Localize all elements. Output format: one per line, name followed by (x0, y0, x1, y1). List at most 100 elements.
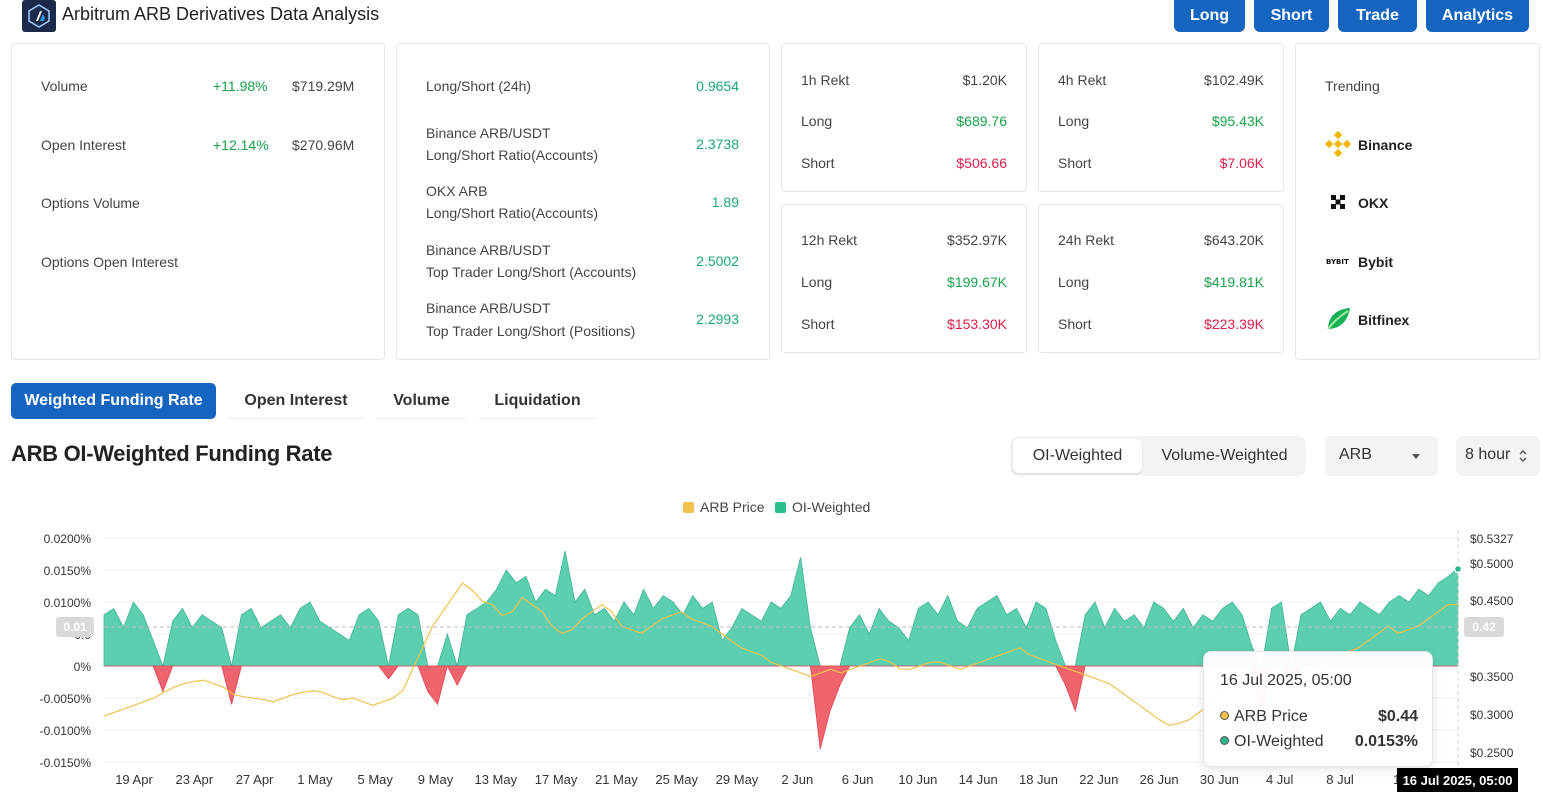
hover-point-marker (1453, 564, 1463, 574)
coin-select[interactable]: ARB (1325, 436, 1438, 476)
tooltip-oi-row: OI-Weighted 0.0153% (1220, 733, 1418, 751)
ratio-market: Binance ARB/USDT (426, 242, 551, 258)
y-tick-label: 0.0100% (44, 596, 92, 610)
y-tick-label: 0.0 (74, 628, 91, 642)
legend-price-label: ARB Price (700, 499, 765, 515)
coin-select-value: ARB (1339, 446, 1372, 463)
tooltip-price-value: $0.44 (1377, 708, 1418, 725)
bybit-icon: BYBIT (1326, 258, 1349, 266)
x-tick-label: 17 May (535, 772, 578, 787)
x-tick-label: 4 Jul (1266, 772, 1294, 787)
short-button[interactable]: Short (1254, 0, 1329, 32)
volume-weighted-option[interactable]: Volume-Weighted (1161, 447, 1288, 464)
crosshair-right-badge (1464, 617, 1504, 637)
chart-tooltip: 16 Jul 2025, 05:00 ARB Price $0.44 OI-We… (1203, 651, 1433, 767)
rekt-long-value: $199.67K (947, 274, 1007, 290)
x-tick-label: 26 Jun (1140, 772, 1179, 787)
y-right-tick-label: $0.3500 (1470, 670, 1514, 684)
rekt-title: 4h Rekt (1058, 72, 1107, 88)
ratio-label: Long/Short Ratio(Accounts) (426, 147, 598, 163)
x-tick-label: 30 Jun (1200, 772, 1239, 787)
rekt-long-value: $419.81K (1204, 274, 1264, 290)
rekt-4h-card: 4h Rekt $102.49K Long $95.43K Short $7.0… (1038, 43, 1284, 192)
ratio-label: Top Trader Long/Short (Accounts) (426, 264, 637, 280)
tab-open-interest[interactable]: Open Interest (227, 383, 365, 419)
x-tick-label: 10 Jun (898, 772, 937, 787)
exchange-name: Binance (1358, 137, 1413, 153)
x-tick-label: 25 May (655, 772, 698, 787)
trending-item-bitfinex[interactable]: Bitfinex (1296, 305, 1539, 333)
page-title: Arbitrum ARB Derivatives Data Analysis (62, 4, 380, 24)
x-tick-label: 22 Jun (1079, 772, 1118, 787)
bitfinex-icon (1327, 308, 1350, 330)
y-right-tick-label: $0.4500 (1470, 594, 1514, 608)
x-tick-label: 5 May (357, 772, 393, 787)
y-tick-label: 0.0200% (44, 532, 92, 546)
analytics-button[interactable]: Analytics (1426, 0, 1529, 32)
rekt-short-value: $506.66 (956, 155, 1007, 171)
tooltip-date: 16 Jul 2025, 05:00 (1220, 672, 1352, 689)
trending-card: Trending Binance OKX BYBIT Bybit (1295, 43, 1540, 360)
trending-label: Trending (1325, 78, 1380, 94)
x-tick-label: 27 Apr (236, 772, 274, 787)
rekt-total: $1.20K (962, 72, 1007, 88)
y-tick-label: 0% (74, 660, 92, 674)
x-tick-label: 18 Jun (1019, 772, 1058, 787)
tooltip-oi-value: 0.0153% (1354, 733, 1418, 750)
rekt-total: $102.49K (1204, 72, 1264, 88)
y-tick-label: -0.0100% (40, 724, 92, 738)
y-axis-right: $0.5327 $0.5000 $0.4500 $0.3500 $0.3000 $0.25… (1470, 532, 1514, 760)
ratio-market: Binance ARB/USDT (426, 125, 551, 141)
y-tick-label: 0.0150% (44, 564, 92, 578)
page-header: Arbitrum ARB Derivatives Data Analysis L… (0, 0, 1543, 34)
ratio-value: 2.2993 (696, 311, 739, 327)
y-right-tick-label: $0.5327 (1470, 532, 1514, 546)
rekt-long-value: $95.43K (1211, 113, 1264, 129)
trending-item-binance[interactable]: Binance (1296, 130, 1539, 158)
x-tick-label: 19 Apr (115, 772, 153, 787)
weighting-toggle: OI-Weighted Volume-Weighted (1010, 436, 1306, 476)
long-button[interactable]: Long (1174, 0, 1245, 32)
rekt-short-label: Short (1058, 316, 1092, 332)
tooltip-price-label: ARB Price (1234, 708, 1308, 725)
x-tick-label: 21 May (595, 772, 638, 787)
ratio-value: 2.5002 (696, 253, 739, 269)
ratio-value: 0.9654 (696, 78, 739, 94)
y-right-tick-label: $0.3000 (1470, 708, 1514, 722)
ratio-row: Binance ARB/USDT Long/Short Ratio(Accoun… (397, 125, 769, 165)
y-right-tick-label: $0.2500 (1470, 746, 1514, 760)
rekt-title: 1h Rekt (801, 72, 850, 88)
rekt-long-label: Long (801, 274, 833, 290)
long-short-ratio-card: Long/Short (24h) 0.9654 Binance ARB/USDT… (396, 43, 770, 360)
ratio-row: Binance ARB/USDT Top Trader Long/Short (… (397, 300, 769, 340)
y-tick-label: -0.0150% (40, 756, 92, 770)
exchange-name: Bitfinex (1358, 312, 1410, 328)
x-axis-hover-badge: 16 Jul 2025, 05:00 (1397, 768, 1518, 792)
trending-item-bybit[interactable]: BYBIT Bybit (1296, 247, 1539, 275)
y-right-tick-label: $0.5000 (1470, 557, 1514, 571)
trade-button[interactable]: Trade (1338, 0, 1417, 32)
options-volume-label: Options Volume (41, 195, 140, 211)
ratio-label: Long/Short (24h) (426, 78, 532, 94)
rekt-short-label: Short (801, 155, 835, 171)
legend-price-swatch (683, 502, 694, 513)
oi-weighted-option[interactable]: OI-Weighted (1013, 439, 1142, 473)
x-tick-label: 14 Jun (959, 772, 998, 787)
rekt-long-label: Long (801, 113, 833, 129)
interval-select[interactable]: 8 hour (1456, 436, 1540, 476)
overview-card: Volume +11.98% $719.29M Open Interest +1… (11, 43, 385, 360)
tab-weighted-funding-rate[interactable]: Weighted Funding Rate (11, 383, 216, 419)
interval-select-value: 8 hour (1465, 446, 1511, 463)
tab-liquidation[interactable]: Liquidation (479, 383, 596, 419)
ratio-label: Top Trader Long/Short (Positions) (426, 323, 636, 339)
trending-item-okx[interactable]: OKX (1296, 188, 1539, 216)
chevron-down-icon (1412, 454, 1420, 459)
tab-volume[interactable]: Volume (377, 383, 466, 419)
ratio-row: Binance ARB/USDT Top Trader Long/Short (… (397, 242, 769, 282)
open-interest-change: +12.14% (213, 137, 269, 153)
ratio-label: Long/Short Ratio(Accounts) (426, 205, 598, 221)
x-tick-label: 13 May (474, 772, 517, 787)
rekt-total: $643.20K (1204, 232, 1264, 248)
rekt-short-label: Short (801, 316, 835, 332)
x-tick-label: 1 May (297, 772, 333, 787)
